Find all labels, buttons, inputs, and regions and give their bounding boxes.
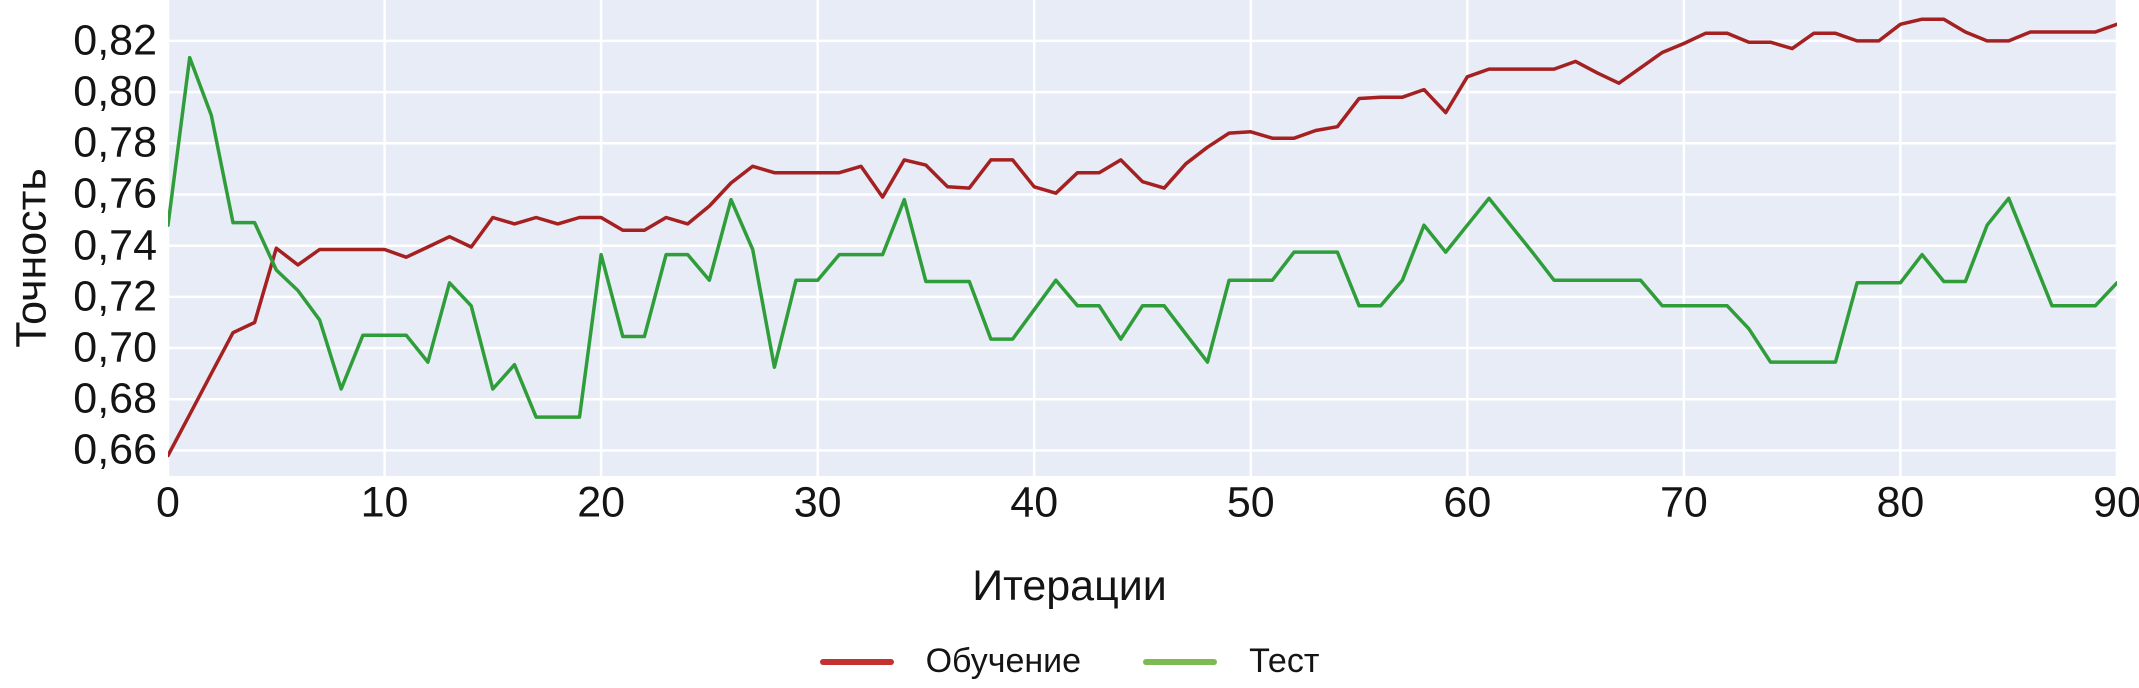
y-tick-label: 0,80 bbox=[73, 67, 157, 116]
x-tick-label: 10 bbox=[360, 478, 409, 527]
training-line-swatch bbox=[819, 658, 894, 665]
x-tick-label: 70 bbox=[1659, 478, 1708, 527]
y-tick-label: 0,66 bbox=[73, 425, 157, 474]
x-tick-label: 40 bbox=[1010, 478, 1059, 527]
y-tick-label: 0,78 bbox=[73, 118, 157, 167]
legend-item-training: Обучение bbox=[819, 642, 1082, 681]
legend-item-test: Тест bbox=[1143, 642, 1319, 681]
y-tick-label: 0,68 bbox=[73, 374, 157, 423]
legend-label-test: Тест bbox=[1249, 642, 1320, 680]
y-tick-label: 0,70 bbox=[73, 323, 157, 372]
y-tick-label: 0,82 bbox=[73, 16, 157, 65]
test-series-line bbox=[168, 55, 2117, 419]
x-tick-label: 90 bbox=[2093, 478, 2139, 527]
y-tick-label: 0,76 bbox=[73, 169, 157, 218]
x-axis-title: Итерации bbox=[972, 562, 1167, 610]
y-tick-label: 0,74 bbox=[73, 221, 157, 270]
legend-label-training: Обучение bbox=[925, 642, 1082, 680]
x-tick-label: 20 bbox=[577, 478, 626, 527]
x-tick-label: 0 bbox=[156, 478, 180, 527]
y-axis-title: Точность bbox=[7, 168, 56, 348]
x-tick-label: 80 bbox=[1876, 478, 1925, 527]
plot-area bbox=[168, 0, 2117, 476]
x-tick-label: 30 bbox=[793, 478, 842, 527]
y-tick-label: 0,72 bbox=[73, 272, 157, 321]
x-tick-label: 60 bbox=[1443, 478, 1492, 527]
legend: Обучение Тест bbox=[0, 642, 2139, 681]
x-tick-label: 50 bbox=[1226, 478, 1275, 527]
test-line-swatch bbox=[1143, 658, 1218, 665]
training-series-line bbox=[168, 17, 2117, 458]
chart-canvas bbox=[168, 0, 2117, 476]
